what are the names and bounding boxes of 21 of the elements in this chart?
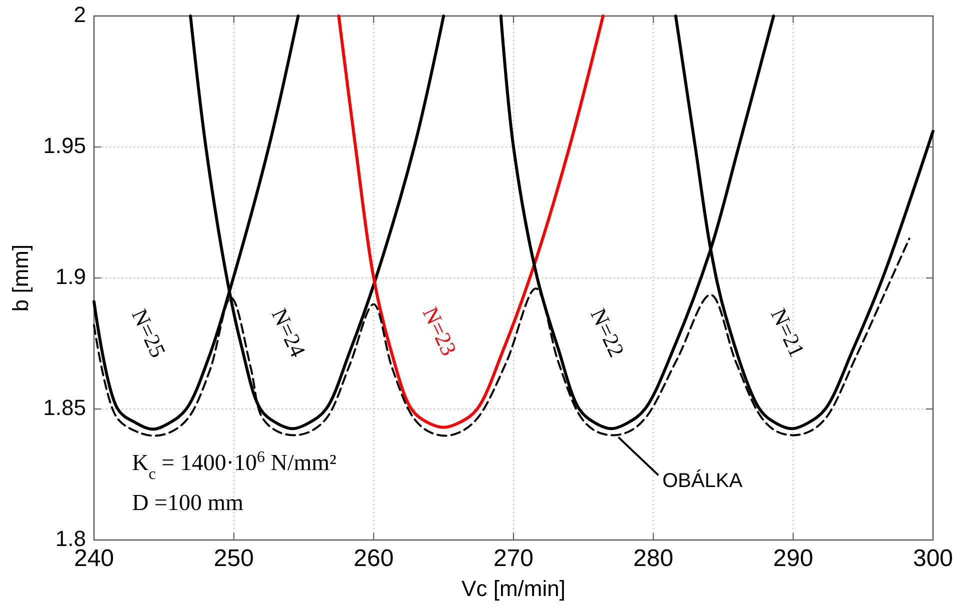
x-tick-label: 260: [354, 545, 394, 572]
x-tick-label: 300: [912, 545, 954, 572]
x-tick-label: 290: [773, 545, 814, 572]
x-axis-title: Vc [m/min]: [462, 576, 566, 601]
x-tick-label: 270: [493, 545, 534, 572]
annotation: OBÁLKA: [662, 469, 744, 492]
x-tick-label: 250: [214, 545, 254, 572]
y-tick-label: 2: [74, 2, 86, 27]
annotation: D =100 mm: [132, 490, 244, 515]
y-tick-label: 1.85: [43, 394, 86, 420]
y-axis-title: b [mm]: [8, 244, 33, 312]
x-tick-label: 280: [633, 545, 674, 572]
text: N=23: [418, 303, 462, 360]
text: N=25: [126, 305, 171, 362]
y-tick-label: 1.9: [55, 264, 86, 289]
text: N=21: [766, 304, 810, 361]
x-tick-label: 240: [74, 545, 114, 572]
y-tick-label: 1.95: [43, 132, 86, 158]
text: N=24: [266, 304, 311, 361]
text: N=22: [586, 304, 630, 361]
annotation: K$_{c}$ = 1400·10$^{6}$ N/mm²: [132, 448, 336, 482]
